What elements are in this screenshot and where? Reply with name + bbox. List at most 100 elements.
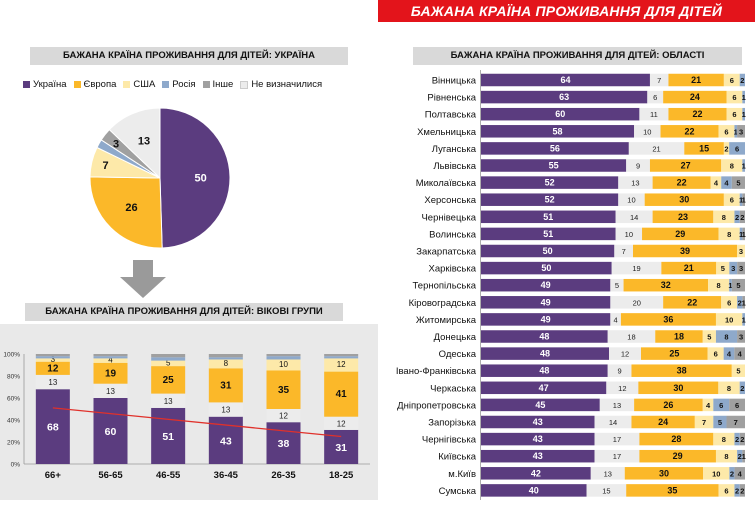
region-bar-segment: [594, 432, 640, 446]
region-bar-segment: [710, 176, 722, 189]
region-bar-segment: [726, 107, 743, 121]
age-bar-segment: [324, 371, 359, 417]
region-bar-segment: [634, 398, 703, 412]
region-bar-segment: [481, 125, 635, 138]
region-bar-segment: [481, 278, 611, 292]
region-label: м.Київ: [448, 469, 476, 480]
region-bar-segment: [726, 415, 745, 429]
region-label: Івано-Франківська: [396, 366, 477, 377]
region-bar-label: 52: [545, 195, 555, 205]
region-bar-segment: [594, 449, 640, 463]
region-bar-label: 2: [735, 486, 739, 495]
age-x-tick: 18-25: [329, 470, 354, 481]
region-bar-segment: [713, 432, 735, 446]
region-bar-label: 6: [724, 127, 728, 136]
region-bar-label: 50: [541, 263, 551, 273]
region-bar-segment: [634, 125, 661, 138]
age-bar-segment: [35, 374, 70, 390]
age-bar-segment: [266, 354, 301, 357]
region-bar-label: 18: [674, 332, 684, 342]
region-bar-segment: [620, 313, 716, 326]
region-bar-segment: [481, 193, 619, 206]
region-bar-segment: [599, 398, 635, 412]
region-bar-segment: [729, 467, 735, 480]
age-bar-segment: [208, 402, 243, 417]
region-bar-label: 47: [539, 383, 549, 393]
region-bar-label: 22: [692, 109, 702, 119]
region-bar-segment: [481, 467, 591, 480]
region-bar-label: 1: [742, 196, 746, 205]
regions-chart-title: БАЖАНА КРАЇНА ПРОЖИВАННЯ ДЛЯ ДІТЕЙ: ОБЛА…: [413, 47, 742, 65]
region-bar-segment: [481, 73, 650, 87]
region-bar-segment: [718, 125, 735, 138]
region-bar-segment: [668, 107, 727, 121]
age-bar-segment: [151, 357, 186, 361]
region-bar-segment: [607, 364, 632, 377]
region-bar-segment: [721, 296, 738, 309]
region-bar-label: 26: [663, 400, 673, 410]
age-y-tick: 100%: [3, 352, 20, 359]
region-bar-label: 29: [675, 229, 685, 239]
legend-item-undecided: Не визначилися: [240, 79, 322, 90]
region-bar-label: 3: [739, 247, 743, 256]
region-label: Херсонська: [424, 195, 476, 206]
region-bar-label: 10: [625, 230, 633, 239]
region-bar-label: 63: [559, 92, 569, 102]
region-bar-segment: [610, 313, 621, 326]
legend-item-russia: Росія: [162, 79, 196, 90]
region-bar-segment: [647, 90, 664, 104]
region-bar-label: 28: [671, 434, 681, 444]
region-bar-label: 32: [661, 280, 671, 290]
region-bar-label: 51: [543, 212, 553, 222]
pie-chart-title: БАЖАНА КРАЇНА ПРОЖИВАННЯ ДЛЯ ДІТЕЙ: УКРА…: [30, 47, 348, 65]
age-bar-segment: [93, 383, 128, 398]
region-bar-segment: [729, 261, 738, 275]
age-chart-area: 0% 20% 40% 60% 80% 100% 68 13 12 3 66+ 60 13 19 4 56-65…: [0, 324, 378, 500]
region-bar-label: 29: [673, 451, 683, 461]
region-bar-segment: [481, 330, 608, 343]
age-y-tick: 20%: [7, 440, 20, 447]
region-bar-label: 22: [677, 178, 687, 188]
age-bar-segment: [35, 354, 70, 357]
age-bar-segment: [93, 354, 128, 357]
region-label: Тернопільська: [413, 281, 477, 292]
region-bar-segment: [607, 330, 656, 343]
region-bar-label: 56: [550, 143, 560, 153]
region-bar-segment: [715, 313, 743, 326]
pie-label-4: 3: [113, 138, 119, 150]
region-bar-label: 36: [663, 314, 673, 324]
region-bar-segment: [694, 415, 714, 429]
region-bar-segment: [481, 398, 600, 412]
region-bar-segment: [481, 432, 595, 446]
region-bar-label: 49: [541, 297, 551, 307]
region-bar-segment: [734, 125, 738, 138]
region-bar-segment: [716, 261, 730, 275]
region-bar-segment: [481, 296, 611, 309]
region-bar-label: 23: [678, 212, 688, 222]
age-bar-segment: [35, 361, 70, 375]
region-bar-label: 8: [717, 281, 721, 290]
region-bar-label: 2: [738, 452, 742, 461]
region-bar-label: 15: [699, 143, 709, 153]
region-bar-label: 14: [630, 213, 638, 222]
pie-slice-5: [108, 107, 161, 180]
region-bar-segment: [481, 107, 640, 121]
region-bar-label: 7: [622, 247, 626, 256]
region-bar-segment: [702, 398, 714, 412]
region-bar-label: 7: [734, 418, 738, 427]
region-bar-label: 1: [739, 230, 743, 239]
region-bar-segment: [742, 159, 745, 172]
age-bar-label: 3: [51, 355, 56, 364]
region-bar-label: 50: [543, 246, 553, 256]
age-bar-segment: [324, 354, 359, 357]
region-bar-label: 43: [533, 434, 543, 444]
region-bar-segment: [481, 159, 627, 172]
region-bar-segment: [742, 193, 745, 206]
age-groups-chart: 0%20%40%60%80%100%681312366+601319456-65…: [3, 352, 370, 481]
region-label: Хмельницька: [417, 127, 477, 138]
region-bar-label: 6: [727, 298, 731, 307]
region-bar-label: 35: [667, 485, 677, 495]
region-bar-label: 58: [553, 126, 563, 136]
region-bar-label: 8: [727, 384, 731, 393]
region-bar-label: 1: [742, 298, 746, 307]
